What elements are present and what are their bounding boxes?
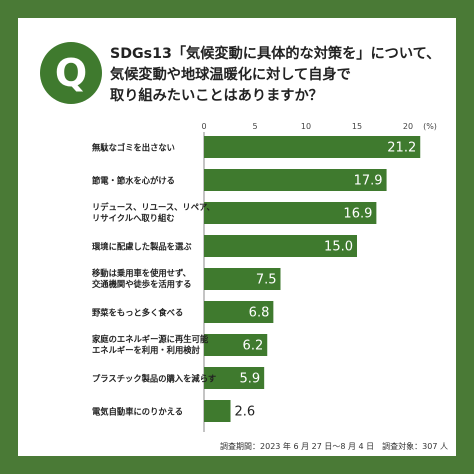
- category-label: 節電・節水を心がける: [92, 176, 175, 186]
- x-tick-label: 15: [352, 122, 362, 131]
- bar: [204, 202, 377, 224]
- bar-value-label: 17.9: [354, 174, 383, 189]
- bar: [204, 136, 421, 158]
- bar: [204, 268, 281, 290]
- bar: [204, 169, 387, 191]
- question-line-2: 気候変動や地球温暖化に対して自身で: [110, 67, 351, 83]
- bar-value-label: 5.9: [239, 372, 260, 387]
- q-badge: Q: [40, 42, 102, 104]
- x-tick-label: 10: [301, 122, 311, 131]
- bar: [204, 301, 274, 323]
- bar-value-label: 15.0: [324, 240, 353, 255]
- category-label: 移動は乗用車を使用せず、: [92, 268, 191, 278]
- category-label: プラスチック製品の購入を減らす: [92, 374, 216, 384]
- category-label: リデュース、リユース、リペア、: [92, 202, 215, 212]
- x-tick-label: 0: [201, 122, 206, 131]
- category-label: 交通機関や徒歩を活用する: [92, 279, 192, 289]
- category-label: エネルギーを利用・利用検討: [92, 345, 201, 355]
- category-label: 電気自動車にのりかえる: [92, 407, 183, 417]
- bar-value-label: 16.9: [343, 207, 372, 222]
- category-label: リサイクルへ取り組む: [92, 213, 175, 223]
- question-line-3: 取り組みたいことはありますか？: [110, 88, 323, 104]
- q-letter: Q: [54, 51, 88, 95]
- survey-footnote: 調査期間：2023 年 6 月 27 日～8 月 4 日 調査対象：307 人: [220, 442, 448, 451]
- bar-value-label: 21.2: [387, 141, 416, 156]
- x-tick-label: 5: [252, 122, 257, 131]
- bar-value-label: 7.5: [256, 273, 277, 288]
- bar: [204, 367, 265, 389]
- category-label: 野菜をもっと多く食べる: [92, 308, 183, 318]
- question-text: SDGs13「気候変動に具体的な対策を」について、 気候変動や地球温暖化に対して…: [110, 44, 440, 107]
- bar: [204, 400, 231, 422]
- bar: [204, 235, 357, 257]
- category-label: 家庭のエネルギー源に再生可能: [92, 334, 209, 344]
- bar-value-label: 6.2: [243, 339, 264, 354]
- unit-label: (%): [423, 122, 437, 131]
- category-label: 無駄なゴミを出さない: [92, 143, 175, 153]
- x-tick-label: 20: [403, 122, 413, 131]
- bar: [204, 334, 268, 356]
- bar-value-label: 6.8: [249, 306, 270, 321]
- question-line-1: SDGs13「気候変動に具体的な対策を」について、: [110, 46, 441, 62]
- category-label: 環境に配慮した製品を選ぶ: [92, 242, 192, 252]
- bar-value-label: 2.6: [235, 405, 256, 420]
